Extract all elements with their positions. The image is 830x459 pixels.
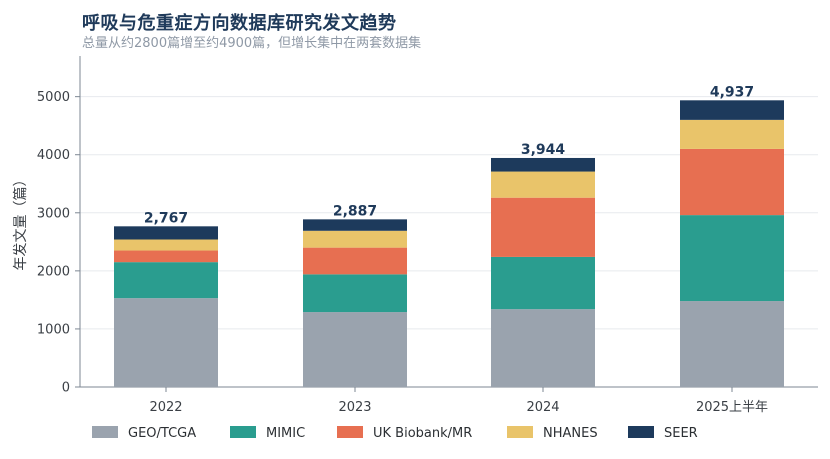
y-axis-title: 年发文量（篇） [13,173,29,271]
bar-segment-mimic [114,262,218,299]
bar-segment-seer [680,100,784,120]
chart-subtitle: 总量从约2800篇增至约4900篇，但增长集中在两套数据集 [82,36,422,51]
bar-segment-seer [303,219,407,231]
legend-swatch [507,426,533,438]
bar-total-label: 2,887 [333,203,377,219]
y-tick-label: 0 [62,381,70,396]
legend-label: UK Biobank/MR [373,426,472,441]
legend-swatch [92,426,118,438]
bar-total-label: 3,944 [521,142,566,158]
y-tick-label: 4000 [37,148,70,163]
legend-label: NHANES [543,426,598,441]
bar-segment-geo-tcga [680,301,784,387]
bar-segment-nhanes [680,119,784,149]
y-tick-label: 2000 [37,264,70,279]
bar-segment-uk-biobank-mr [491,197,595,257]
bar-segment-mimic [491,256,595,310]
x-tick-label: 2025上半年 [696,400,768,415]
bar-segment-mimic [680,215,784,302]
bar-segment-seer [491,157,595,172]
legend-label: GEO/TCGA [128,426,196,441]
chart-title: 呼吸与危重症方向数据库研究发文趋势 [82,13,397,34]
bar-segment-geo-tcga [114,298,218,387]
legend-swatch [337,426,363,438]
bar-segment-seer [114,226,218,240]
y-tick-label: 5000 [37,90,70,105]
y-tick-label: 1000 [37,322,70,337]
bar-segment-geo-tcga [491,309,595,387]
legend-label: SEER [664,426,698,441]
y-tick-label: 3000 [37,206,70,221]
bar-segment-uk-biobank-mr [114,250,218,263]
bar-segment-mimic [303,274,407,313]
x-tick-label: 2023 [338,400,371,415]
legend-swatch [230,426,256,438]
legend-label: MIMIC [266,426,305,441]
legend-swatch [628,426,654,438]
x-tick-label: 2024 [526,400,559,415]
bar-segment-uk-biobank-mr [303,247,407,275]
x-tick-label: 2022 [149,400,182,415]
bar-total-label: 4,937 [710,84,754,100]
bar-segment-nhanes [114,239,218,251]
bar-segment-nhanes [491,171,595,198]
bar-total-label: 2,767 [144,210,188,226]
bar-segment-nhanes [303,230,407,248]
bar-segment-geo-tcga [303,312,407,387]
bar-segment-uk-biobank-mr [680,148,784,216]
